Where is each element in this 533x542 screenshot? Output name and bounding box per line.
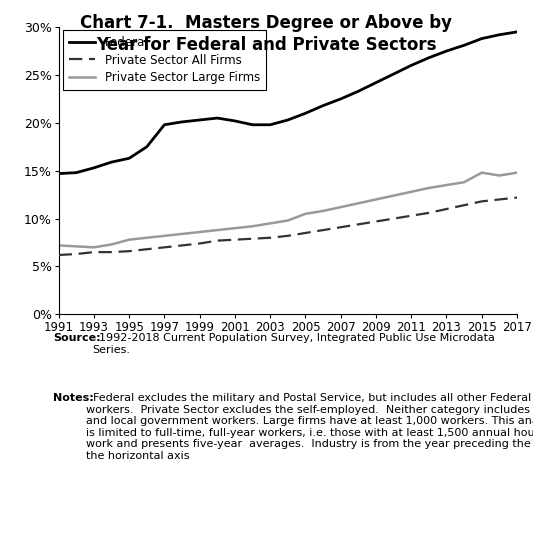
- Text: Federal excludes the military and Postal Service, but includes all other Federal: Federal excludes the military and Postal…: [86, 393, 533, 461]
- Legend: Federal, Private Sector All Firms, Private Sector Large Firms: Federal, Private Sector All Firms, Priva…: [63, 30, 265, 90]
- Text: Chart 7-1.  Masters Degree or Above by
Year for Federal and Private Sectors: Chart 7-1. Masters Degree or Above by Ye…: [80, 14, 453, 54]
- Text: Notes:: Notes:: [53, 393, 94, 403]
- Text: 1992-2018 Current Population Survey, Integrated Public Use Microdata
Series.: 1992-2018 Current Population Survey, Int…: [92, 333, 495, 355]
- Text: Source:  1992-2018 Current Population Survey, Integrated Public Use Microdata
Se: Source: 1992-2018 Current Population Sur…: [53, 333, 498, 355]
- Text: Source:: Source:: [53, 333, 101, 343]
